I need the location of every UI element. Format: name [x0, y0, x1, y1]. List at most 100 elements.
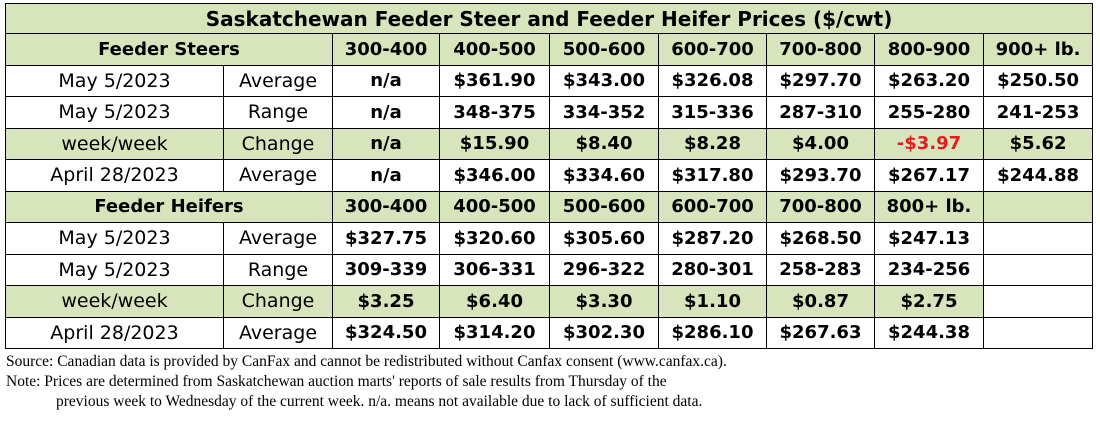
- column-header: 500-600: [549, 190, 659, 223]
- row-date: May 5/2023: [5, 96, 224, 129]
- table-cell: $244.38: [874, 316, 984, 349]
- table-row: May 5/2023 Average n/a $361.90 $343.00 $326.0…: [5, 64, 1094, 97]
- table-cell: 234-256: [874, 253, 984, 286]
- table-cell: 309-339: [332, 253, 440, 286]
- column-header: 300-400: [332, 190, 440, 223]
- table-cell: 334-352: [549, 96, 659, 129]
- table-cell: $250.50: [982, 64, 1094, 97]
- table-row: April 28/2023 Average n/a $346.00 $334.60 $31…: [5, 159, 1094, 192]
- row-metric: Change: [223, 285, 333, 318]
- table-cell: [982, 316, 1094, 349]
- source-note: Source: Canadian data is provided by Can…: [6, 353, 727, 370]
- table-cell: $3.30: [549, 285, 659, 318]
- table-row: May 5/2023 Range n/a 348-375 334-352 315-336 2…: [5, 96, 1094, 129]
- section-header-row: Feeder Heifers 300-400 400-500 500-600 600-7…: [5, 190, 1094, 223]
- table-cell: n/a: [332, 64, 440, 97]
- table-cell: $15.90: [439, 127, 550, 160]
- table-cell: [982, 285, 1094, 318]
- table-cell: $5.62: [982, 127, 1094, 160]
- table-cell: [982, 222, 1094, 255]
- method-note-line-1: Note: Prices are determined from Saskatc…: [6, 373, 667, 390]
- table-cell: $2.75: [874, 285, 984, 318]
- table-cell: -$3.97: [874, 127, 984, 160]
- table-cell: $326.08: [658, 64, 767, 97]
- table-cell: $8.40: [549, 127, 659, 160]
- table-cell: $293.70: [766, 159, 875, 192]
- table-cell: $286.10: [658, 316, 767, 349]
- column-header: 500-600: [549, 33, 659, 66]
- column-header: 700-800: [766, 33, 875, 66]
- row-metric: Range: [223, 253, 333, 286]
- table-cell: $361.90: [439, 64, 550, 97]
- table-cell: $346.00: [439, 159, 550, 192]
- row-date: May 5/2023: [5, 222, 224, 255]
- row-date: May 5/2023: [5, 64, 224, 97]
- table-cell: $343.00: [549, 64, 659, 97]
- table-cell: 287-310: [766, 96, 875, 129]
- table-cell: $263.20: [874, 64, 984, 97]
- table-cell: n/a: [332, 96, 440, 129]
- section-header-row: Feeder Steers 300-400 400-500 500-600 600-70…: [5, 33, 1094, 66]
- table-cell: $327.75: [332, 222, 440, 255]
- table-cell: n/a: [332, 127, 440, 160]
- row-metric: Average: [223, 316, 333, 349]
- table-cell: 258-283: [766, 253, 875, 286]
- column-header: 700-800: [766, 190, 875, 223]
- column-header: 600-700: [658, 190, 767, 223]
- table-cell: $267.63: [766, 316, 875, 349]
- table-cell: $4.00: [766, 127, 875, 160]
- row-metric: Average: [223, 159, 333, 192]
- table-cell: [982, 253, 1094, 286]
- table-cell: 306-331: [439, 253, 550, 286]
- row-metric: Average: [223, 222, 333, 255]
- section-name: Feeder Steers: [5, 33, 333, 66]
- method-note-line-2: previous week to Wednesday of the curren…: [56, 393, 703, 410]
- table-cell: $320.60: [439, 222, 550, 255]
- section-name: Feeder Heifers: [5, 190, 333, 223]
- table-cell: $287.20: [658, 222, 767, 255]
- column-header: 400-500: [439, 33, 550, 66]
- row-date: week/week: [5, 285, 224, 318]
- table-cell: $297.70: [766, 64, 875, 97]
- table-cell: $334.60: [549, 159, 659, 192]
- column-header: 800-900: [874, 33, 984, 66]
- table-cell: $247.13: [874, 222, 984, 255]
- table-cell: $3.25: [332, 285, 440, 318]
- table-cell: $6.40: [439, 285, 550, 318]
- table-cell: 280-301: [658, 253, 767, 286]
- table-cell: $324.50: [332, 316, 440, 349]
- row-metric: Average: [223, 64, 333, 97]
- table-cell: $0.87: [766, 285, 875, 318]
- row-date: April 28/2023: [5, 316, 224, 349]
- table-row: May 5/2023 Range 309-339 306-331 296-322 280-…: [5, 253, 1094, 286]
- table-cell: $317.80: [658, 159, 767, 192]
- row-date: May 5/2023: [5, 253, 224, 286]
- column-header: 600-700: [658, 33, 767, 66]
- table-cell: 315-336: [658, 96, 767, 129]
- table-cell: $314.20: [439, 316, 550, 349]
- table-cell: 296-322: [549, 253, 659, 286]
- row-date: April 28/2023: [5, 159, 224, 192]
- table-cell: 241-253: [982, 96, 1094, 129]
- table-row: April 28/2023 Average $324.50 $314.20 $302.3…: [5, 316, 1094, 349]
- row-date: week/week: [5, 127, 224, 160]
- table-row: week/week Change $3.25 $6.40 $3.30 $1.10 $0.87…: [5, 285, 1094, 318]
- table-cell: $1.10: [658, 285, 767, 318]
- column-header: 300-400: [332, 33, 440, 66]
- table-cell: n/a: [332, 159, 440, 192]
- table-cell: 255-280: [874, 96, 984, 129]
- table-cell: $244.88: [982, 159, 1094, 192]
- table-cell: $268.50: [766, 222, 875, 255]
- column-header: 400-500: [439, 190, 550, 223]
- table-cell: $305.60: [549, 222, 659, 255]
- row-metric: Change: [223, 127, 333, 160]
- table-cell: $8.28: [658, 127, 767, 160]
- price-table: Saskatchewan Feeder Steer and Feeder Hei…: [4, 3, 1094, 349]
- column-header: [982, 190, 1094, 223]
- table-cell: $302.30: [549, 316, 659, 349]
- footnotes: Source: Canadian data is provided by Can…: [6, 352, 1096, 412]
- table-row: May 5/2023 Average $327.75 $320.60 $305.60 $2…: [5, 222, 1094, 255]
- table-cell: 348-375: [439, 96, 550, 129]
- table-cell: $267.17: [874, 159, 984, 192]
- row-metric: Range: [223, 96, 333, 129]
